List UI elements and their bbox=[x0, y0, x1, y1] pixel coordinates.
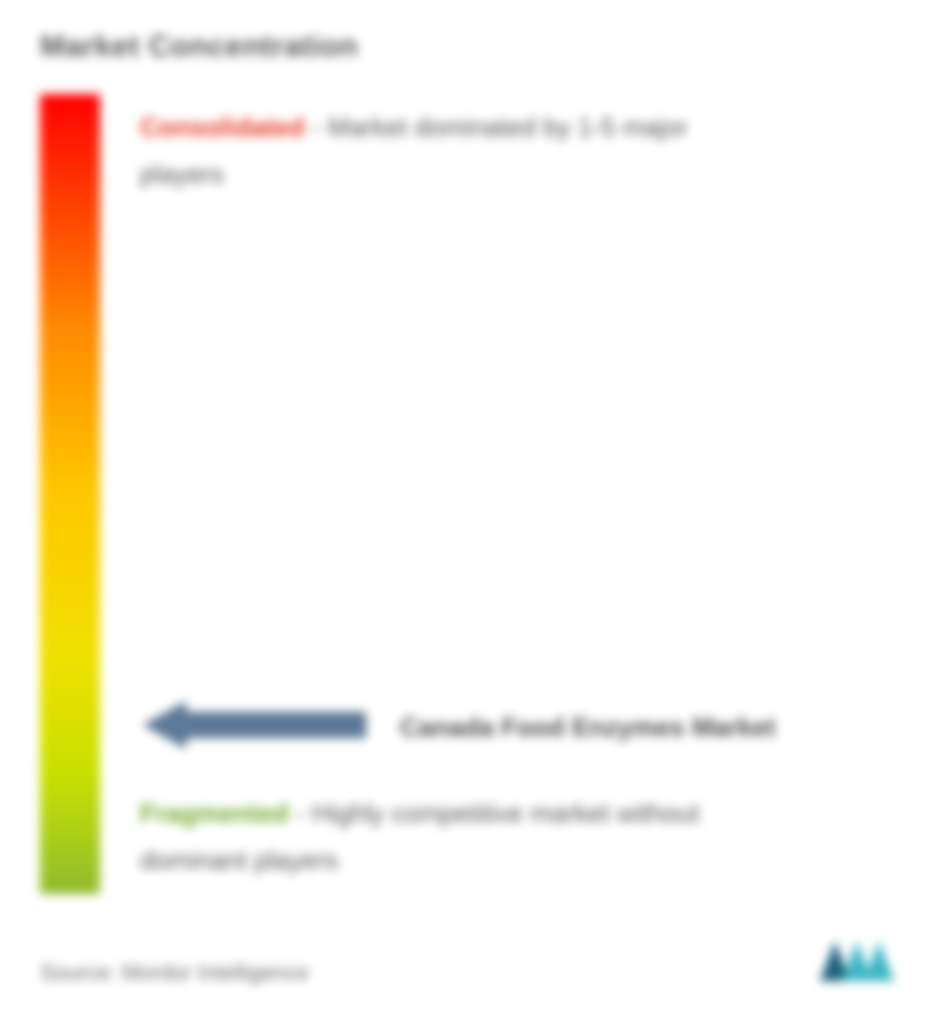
content-area: Consolidated - Market dominated by 1-5 m… bbox=[40, 94, 902, 894]
consolidated-label: Consolidated bbox=[140, 112, 305, 142]
fragmented-line2: dominant players bbox=[140, 837, 902, 884]
footer: Source: Mordor Intelligence bbox=[40, 931, 902, 986]
consolidated-section: Consolidated - Market dominated by 1-5 m… bbox=[140, 104, 902, 198]
arrow-label: Canada Food Enzymes Market bbox=[400, 712, 776, 743]
gradient-scale-bar bbox=[40, 94, 100, 894]
mordor-logo-icon bbox=[812, 931, 902, 986]
bottom-section: Canada Food Enzymes Market Fragmented - … bbox=[140, 675, 902, 884]
consolidated-desc: - Market dominated by 1-5 major bbox=[312, 112, 688, 142]
fragmented-line1: Fragmented - Highly competitive market w… bbox=[140, 790, 902, 837]
source-text: Source: Mordor Intelligence bbox=[40, 960, 309, 986]
logo bbox=[812, 931, 902, 986]
consolidated-line2: players bbox=[140, 151, 902, 198]
arrow-left-icon bbox=[140, 695, 370, 755]
fragmented-desc: - Highly competitive market without bbox=[296, 798, 699, 828]
text-column: Consolidated - Market dominated by 1-5 m… bbox=[140, 94, 902, 894]
consolidated-line1: Consolidated - Market dominated by 1-5 m… bbox=[140, 104, 902, 151]
page-title: Market Concentration bbox=[40, 30, 902, 64]
arrow-container bbox=[140, 695, 370, 760]
arrow-row: Canada Food Enzymes Market bbox=[140, 695, 902, 760]
fragmented-label: Fragmented bbox=[140, 798, 289, 828]
